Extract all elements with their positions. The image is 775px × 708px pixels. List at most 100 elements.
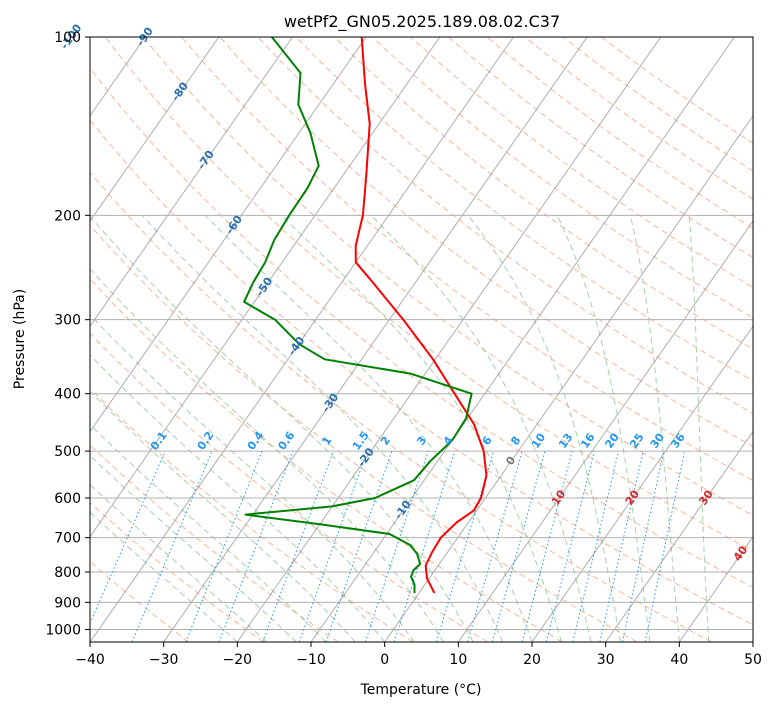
y-tick-label: 500 xyxy=(54,444,81,460)
mixing-ratio-line xyxy=(325,450,393,642)
y-tick-label: 1000 xyxy=(45,622,81,638)
isotherm-line xyxy=(678,535,753,642)
dry-adiabat-line xyxy=(448,37,753,259)
moist-adiabat-line xyxy=(90,390,356,642)
x-tick-label: 20 xyxy=(523,652,541,668)
mixing-ratio-label: 3 xyxy=(414,434,429,448)
dry-adiabat-line xyxy=(410,37,753,289)
isotherm-line xyxy=(752,641,753,642)
isotherm-line xyxy=(457,220,753,642)
isotherm-line xyxy=(236,37,662,642)
isotherm-line xyxy=(90,37,514,642)
isotherm-label: -40 xyxy=(285,334,307,358)
moist-adiabat-line xyxy=(90,454,297,642)
mixing-ratio-label: 10 xyxy=(529,431,549,451)
mixing-ratio-line xyxy=(572,450,620,642)
plot-frame xyxy=(89,36,754,643)
isotherm-line xyxy=(90,37,367,433)
x-axis-label: Temperature (°C) xyxy=(360,682,482,698)
x-tick-label: 10 xyxy=(449,652,467,668)
y-tick-label: 900 xyxy=(54,595,81,611)
isotherm-line xyxy=(605,430,753,642)
mixing-ratio-line xyxy=(621,450,665,642)
isotherm-label: 0 xyxy=(503,454,518,468)
moist-adiabat-line xyxy=(90,511,238,642)
series-layer xyxy=(243,37,488,594)
dry-adiabat-line xyxy=(295,37,753,382)
isotherm-line xyxy=(310,37,735,642)
x-tick-label: 30 xyxy=(597,652,615,668)
dry-adiabat-line xyxy=(333,37,753,350)
dry-adiabat-line xyxy=(486,37,753,229)
isotherm-label: -70 xyxy=(195,148,217,172)
mixing-ratio-line xyxy=(521,450,573,642)
mixing-ratio-line xyxy=(467,450,523,642)
isotherm-line xyxy=(384,114,753,642)
mixing-ratio-line xyxy=(364,450,429,642)
mixing-ratio-line xyxy=(644,451,686,642)
moist-adiabat-line xyxy=(90,268,445,642)
moist-adiabat-line xyxy=(556,215,651,642)
mixing-ratio-line xyxy=(599,450,644,642)
chart-title: wetPf2_GN05.2025.189.08.02.C37 xyxy=(284,12,560,32)
dry-adiabat-line xyxy=(90,332,488,642)
mixing-ratio-line xyxy=(545,450,595,642)
moist-adiabat-line xyxy=(370,214,592,642)
y-tick-label: 400 xyxy=(54,387,81,403)
dry-adiabat-line xyxy=(90,119,753,626)
moist-adiabat-line xyxy=(688,215,710,642)
isotherm-line xyxy=(90,37,293,328)
y-tick-label: 100 xyxy=(54,30,81,46)
x-axis: −40 −30 −20 −10 0 10 20 30 40 50 xyxy=(75,642,762,668)
dewpoint-line xyxy=(243,37,473,593)
y-axis-label: Pressure (hPa) xyxy=(12,289,28,389)
mixing-ratio-label: 1 xyxy=(319,434,334,448)
mixing-ratio-line xyxy=(262,450,334,642)
dry-adiabat-line xyxy=(90,67,753,588)
y-tick-label: 300 xyxy=(54,313,81,329)
mixing-ratio-label: 4 xyxy=(441,434,456,448)
mixing-ratio-label: 20 xyxy=(602,431,622,451)
mixing-ratio-label: 13 xyxy=(556,431,575,451)
mixing-ratio-line xyxy=(90,450,166,625)
isotherm-line xyxy=(163,37,588,642)
dry-adiabat-line xyxy=(600,37,753,144)
mixing-ratio-label: 0.4 xyxy=(245,429,267,453)
mixing-ratio-line xyxy=(298,450,368,642)
x-tick-label: −30 xyxy=(149,652,179,668)
moist-adiabat-line xyxy=(90,423,327,642)
dry-adiabat-line xyxy=(90,387,414,642)
dry-adiabat-line xyxy=(90,444,339,642)
dry-adiabat-line xyxy=(90,171,712,642)
mixing-ratio-line xyxy=(393,450,456,642)
x-tick-label: −40 xyxy=(75,652,105,668)
isotherm-line xyxy=(90,37,441,538)
dry-adiabat-line xyxy=(524,37,753,200)
dry-adiabat-line xyxy=(257,37,753,414)
isotherm-label: 10 xyxy=(549,487,569,507)
mixing-ratio-label: 2 xyxy=(378,434,393,448)
x-tick-label: 50 xyxy=(744,652,762,668)
x-tick-label: 0 xyxy=(380,652,389,668)
background-lines xyxy=(90,37,753,642)
mixing-ratio-line xyxy=(131,450,213,642)
isotherm-label: 30 xyxy=(696,487,716,507)
y-tick-label: 600 xyxy=(54,491,81,507)
moist-adiabat-line xyxy=(281,214,562,642)
moist-adiabat-line xyxy=(629,215,680,642)
dry-adiabat-line xyxy=(90,560,190,642)
moist-adiabat-line xyxy=(467,214,621,642)
isotherm-label: -60 xyxy=(223,213,245,237)
isotherm-label: 40 xyxy=(731,543,751,563)
y-tick-label: 800 xyxy=(54,565,81,581)
dry-adiabat-line xyxy=(143,37,753,516)
y-tick-label: 200 xyxy=(54,208,81,224)
mixing-ratio-line xyxy=(491,450,546,642)
mixing-ratio-label: 30 xyxy=(648,431,668,451)
mixing-ratio-label: 0.6 xyxy=(275,429,297,453)
dry-adiabat-line xyxy=(90,224,638,642)
y-tick-label: 700 xyxy=(54,531,81,547)
dry-adiabat-line xyxy=(90,501,264,642)
dry-adiabat-line xyxy=(181,37,753,482)
